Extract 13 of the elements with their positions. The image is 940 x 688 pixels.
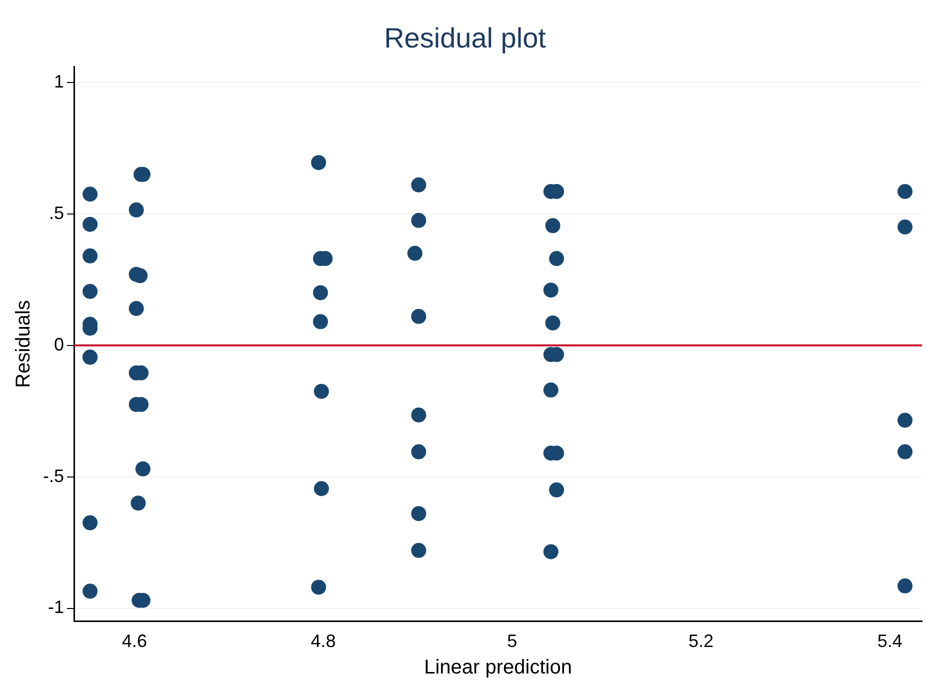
chart-title: Residual plot <box>384 22 546 54</box>
y-tick-label: -.5 <box>42 466 64 486</box>
y-tick-label: 1 <box>54 71 64 92</box>
y-tick-label: .5 <box>48 202 64 223</box>
x-tick-label: 4.6 <box>122 631 147 652</box>
y-tick-label: -1 <box>48 597 64 618</box>
x-tick-label: 5.4 <box>877 631 902 652</box>
x-axis-title: Linear prediction <box>424 656 572 679</box>
y-axis-title: Residuals <box>12 300 35 388</box>
x-tick-label: 5 <box>507 631 518 652</box>
x-tick-label: 5.2 <box>688 631 714 652</box>
y-tick-label: 0 <box>54 334 64 354</box>
x-tick-label: 4.8 <box>310 631 336 652</box>
